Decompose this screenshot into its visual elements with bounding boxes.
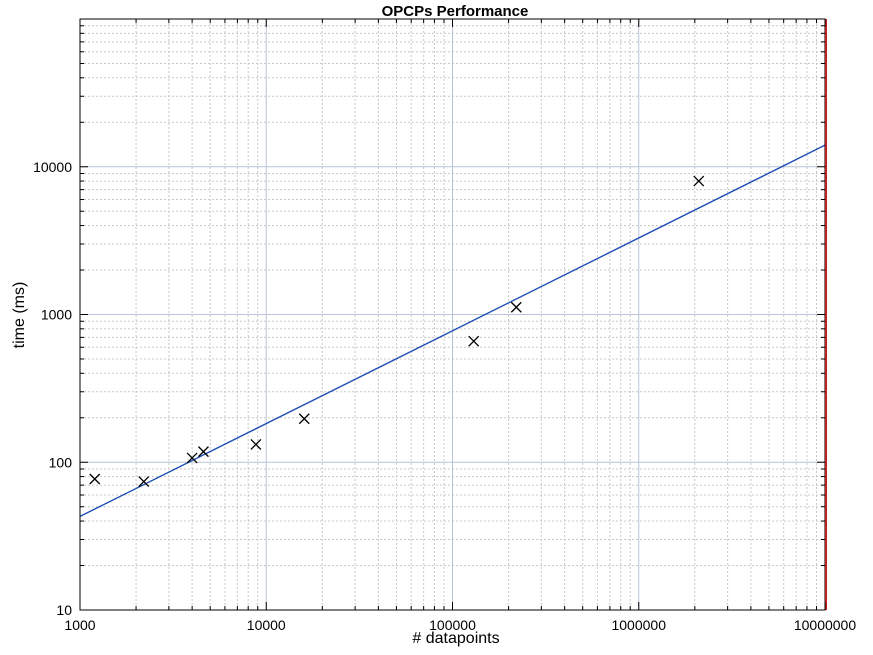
x-tick-label: 1000000	[611, 617, 666, 633]
y-tick-label: 10000	[33, 159, 72, 175]
chart-title: OPCPs Performance	[382, 3, 529, 20]
x-axis-label: # datapoints	[412, 630, 499, 647]
y-tick-label: 100	[49, 454, 73, 470]
y-axis-label: time (ms)	[11, 282, 28, 349]
y-tick-label: 1000	[41, 307, 72, 323]
y-tick-label: 10	[56, 602, 72, 618]
x-tick-label: 1000	[64, 617, 95, 633]
x-tick-label: 10000	[247, 617, 286, 633]
x-tick-label: 10000000	[794, 617, 857, 633]
